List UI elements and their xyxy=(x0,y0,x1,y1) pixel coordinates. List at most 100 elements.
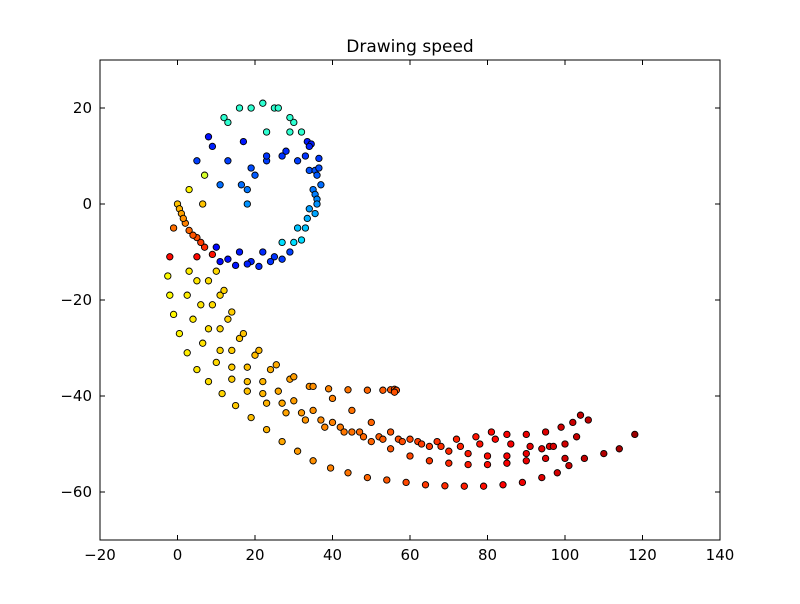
scatter-point xyxy=(290,397,298,405)
y-tick-label: −40 xyxy=(60,387,92,405)
scatter-point xyxy=(193,157,201,165)
scatter-point xyxy=(231,401,240,410)
scatter-point xyxy=(561,454,569,463)
scatter-point xyxy=(363,473,372,482)
scatter-point xyxy=(208,301,217,309)
scatter-point xyxy=(259,99,267,107)
scatter-point xyxy=(309,457,317,465)
scatter-point xyxy=(615,445,623,453)
scatter-point xyxy=(600,449,608,458)
scatter-point xyxy=(282,147,290,155)
scatter-point xyxy=(549,442,558,451)
scatter-point xyxy=(348,406,356,415)
scatter-point xyxy=(348,428,356,436)
chart-title: Drawing speed xyxy=(346,37,473,57)
scatter-point xyxy=(572,433,581,441)
scatter-point xyxy=(243,363,251,371)
scatter-point xyxy=(541,428,550,436)
scatter-point xyxy=(445,459,453,467)
scatter-point xyxy=(472,433,480,441)
scatter-point xyxy=(235,248,244,256)
scatter-point xyxy=(522,449,530,458)
y-tick-label: 0 xyxy=(82,195,92,213)
scatter-point xyxy=(164,272,172,280)
scatter-point xyxy=(175,329,184,338)
scatter-point xyxy=(315,154,323,163)
scatter-point xyxy=(247,104,255,112)
scatter-point xyxy=(243,377,251,386)
scatter-point xyxy=(189,231,197,239)
scatter-point xyxy=(243,185,251,194)
scatter-point xyxy=(293,447,302,455)
scatter-point xyxy=(483,452,492,460)
y-tick-label: 20 xyxy=(73,99,92,117)
y-tick-label: −20 xyxy=(60,291,92,309)
scatter-point xyxy=(305,205,313,213)
scatter-point xyxy=(262,152,271,160)
scatter-point xyxy=(460,482,468,490)
scatter-point xyxy=(522,430,530,439)
scatter-point xyxy=(541,454,550,463)
scatter-point xyxy=(317,181,325,189)
x-tick-label: 60 xyxy=(400,546,419,564)
scatter-point xyxy=(199,200,207,208)
scatter-point xyxy=(344,469,352,477)
scatter-point xyxy=(216,257,224,266)
scatter-point xyxy=(220,286,228,295)
scatter-point xyxy=(286,128,294,136)
scatter-point xyxy=(315,164,323,172)
scatter-point xyxy=(286,113,294,122)
scatter-point xyxy=(216,325,224,333)
scatter-point xyxy=(169,310,178,319)
scatter-point xyxy=(185,226,193,235)
scatter-point xyxy=(262,425,271,434)
scatter-point xyxy=(522,457,530,465)
scatter-point xyxy=(237,181,246,189)
scatter-point xyxy=(417,440,426,448)
scatter-point xyxy=(487,428,496,436)
x-tick-label: 120 xyxy=(628,546,657,564)
scatter-point xyxy=(561,440,569,448)
scatter-point xyxy=(406,452,414,460)
scatter-point xyxy=(301,416,310,424)
scatter-point xyxy=(224,118,232,127)
x-tick-label: 40 xyxy=(323,546,342,564)
scatter-point xyxy=(313,171,321,179)
scatter-point xyxy=(631,430,639,439)
scatter-point xyxy=(193,253,201,261)
scatter-point xyxy=(406,435,414,443)
scatter-point xyxy=(518,478,527,487)
x-tick-label: 80 xyxy=(478,546,497,564)
scatter-point xyxy=(259,377,267,386)
scatter-point xyxy=(297,128,306,136)
scatter-point xyxy=(228,375,236,383)
scatter-point xyxy=(290,238,298,247)
scatter-point xyxy=(580,454,589,463)
scatter-point xyxy=(483,460,492,469)
axes-layer: −20 0 20 40 60 80 100 120 140 −60 −40 −20 0 20 xyxy=(60,59,734,564)
scatter-point xyxy=(200,171,209,179)
scatter-point xyxy=(224,157,232,165)
scatter-point xyxy=(584,416,592,424)
scatter-point xyxy=(507,440,515,448)
scatter-point xyxy=(503,430,511,439)
scatter-point xyxy=(228,346,236,355)
scatter-point xyxy=(197,301,205,309)
scatter-point xyxy=(189,315,197,323)
scatter-point xyxy=(247,164,255,172)
scatter-point xyxy=(185,185,193,194)
scatter-point xyxy=(425,442,434,451)
scatter-point xyxy=(557,423,565,431)
scatter-point xyxy=(228,308,236,316)
scatter-point xyxy=(185,267,193,275)
scatter-point xyxy=(199,339,207,347)
scatter-point xyxy=(301,224,310,232)
scatter-point xyxy=(204,277,213,285)
scatter-point xyxy=(464,460,472,469)
scatter-point xyxy=(216,291,224,299)
scatter-point xyxy=(200,243,209,251)
scatter-point xyxy=(576,411,585,419)
x-tick-label: 20 xyxy=(245,546,264,564)
scatter-point xyxy=(204,325,213,333)
